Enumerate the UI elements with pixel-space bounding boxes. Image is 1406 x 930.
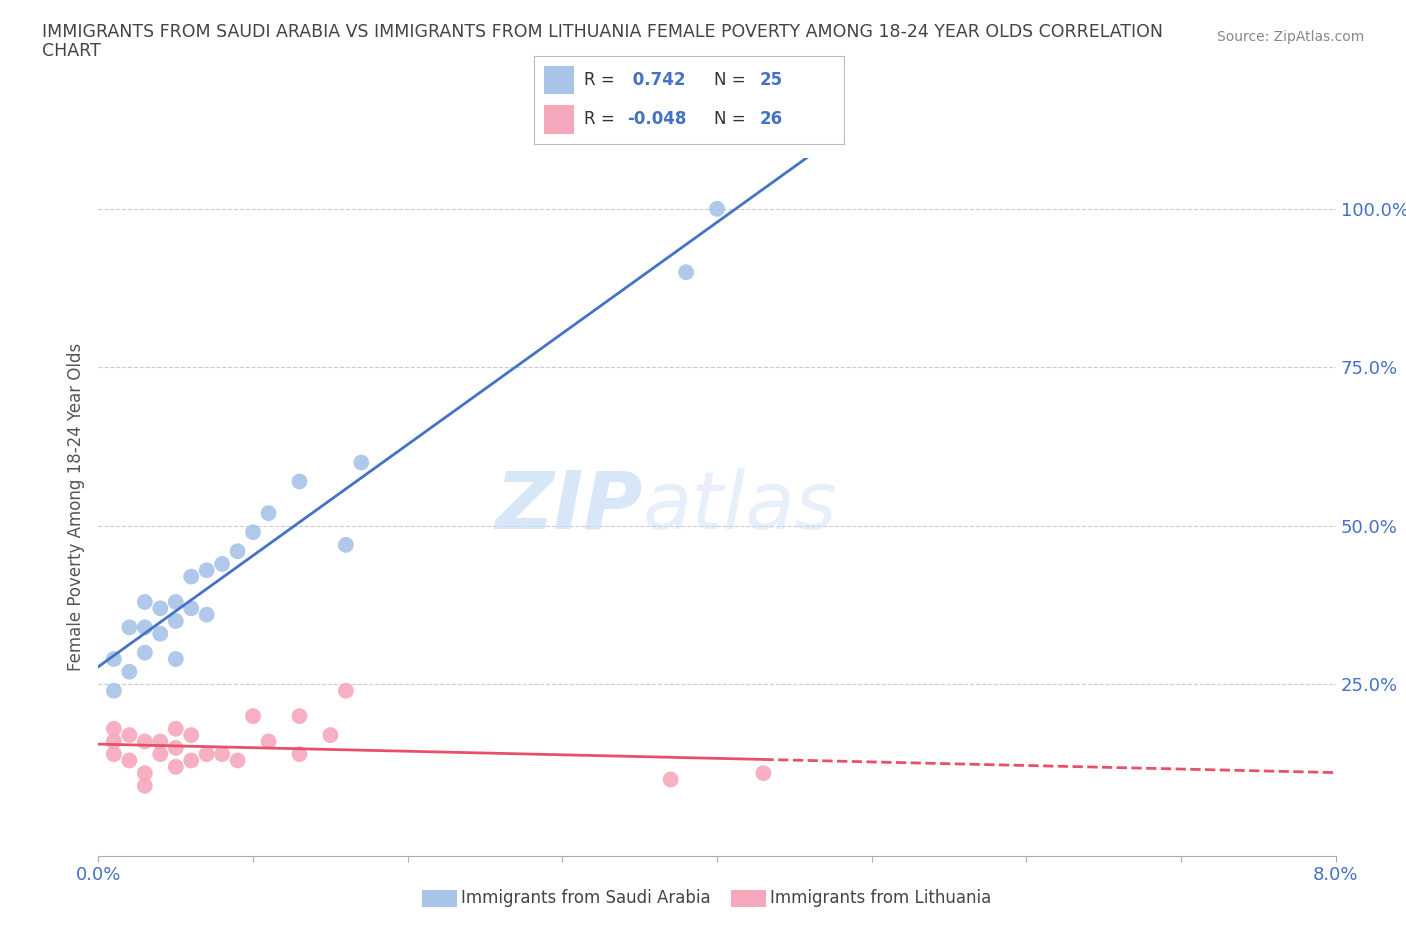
Point bbox=[118, 727, 141, 742]
Point bbox=[134, 645, 156, 660]
Point bbox=[149, 601, 172, 616]
Text: IMMIGRANTS FROM SAUDI ARABIA VS IMMIGRANTS FROM LITHUANIA FEMALE POVERTY AMONG 1: IMMIGRANTS FROM SAUDI ARABIA VS IMMIGRAN… bbox=[42, 23, 1163, 41]
Text: 0.742: 0.742 bbox=[627, 71, 686, 88]
Text: CHART: CHART bbox=[42, 42, 101, 60]
Point bbox=[118, 620, 141, 635]
Point bbox=[706, 202, 728, 217]
Point bbox=[165, 722, 187, 737]
Text: 25: 25 bbox=[761, 71, 783, 88]
Point bbox=[180, 727, 202, 742]
Point bbox=[134, 594, 156, 609]
Point bbox=[149, 734, 172, 749]
Text: ZIP: ZIP bbox=[495, 468, 643, 546]
Point bbox=[180, 753, 202, 768]
Point bbox=[118, 753, 141, 768]
Point bbox=[335, 684, 357, 698]
Point bbox=[134, 620, 156, 635]
Point bbox=[165, 614, 187, 629]
Point bbox=[257, 734, 280, 749]
Point bbox=[195, 563, 218, 578]
Point bbox=[118, 664, 141, 679]
Point bbox=[257, 506, 280, 521]
Point bbox=[335, 538, 357, 552]
Point bbox=[288, 474, 311, 489]
Point bbox=[226, 544, 249, 559]
Point bbox=[134, 734, 156, 749]
Text: R =: R = bbox=[583, 111, 620, 128]
Bar bbox=[544, 65, 575, 94]
Point bbox=[103, 722, 125, 737]
Text: Immigrants from Saudi Arabia: Immigrants from Saudi Arabia bbox=[461, 889, 711, 908]
Point bbox=[288, 747, 311, 762]
Point bbox=[180, 601, 202, 616]
Point bbox=[319, 727, 342, 742]
Point bbox=[659, 772, 682, 787]
Point bbox=[195, 747, 218, 762]
Text: R =: R = bbox=[583, 71, 620, 88]
Text: N =: N = bbox=[714, 71, 751, 88]
Point bbox=[675, 265, 697, 280]
Text: N =: N = bbox=[714, 111, 751, 128]
Point bbox=[103, 684, 125, 698]
Text: atlas: atlas bbox=[643, 468, 838, 546]
Point bbox=[149, 626, 172, 641]
Point bbox=[226, 753, 249, 768]
Text: -0.048: -0.048 bbox=[627, 111, 686, 128]
Point bbox=[242, 709, 264, 724]
Point bbox=[149, 747, 172, 762]
Bar bbox=[544, 105, 575, 134]
Point bbox=[211, 556, 233, 571]
Point bbox=[103, 734, 125, 749]
Point bbox=[134, 765, 156, 780]
Y-axis label: Female Poverty Among 18-24 Year Olds: Female Poverty Among 18-24 Year Olds bbox=[66, 343, 84, 671]
Point bbox=[165, 652, 187, 667]
Text: Immigrants from Lithuania: Immigrants from Lithuania bbox=[770, 889, 991, 908]
Point bbox=[350, 455, 373, 470]
Point bbox=[165, 760, 187, 775]
Text: 26: 26 bbox=[761, 111, 783, 128]
Point bbox=[195, 607, 218, 622]
Point bbox=[165, 594, 187, 609]
Point bbox=[752, 765, 775, 780]
Point bbox=[165, 740, 187, 755]
Point bbox=[180, 569, 202, 584]
Point bbox=[211, 747, 233, 762]
Point bbox=[288, 709, 311, 724]
Point bbox=[103, 747, 125, 762]
Point bbox=[242, 525, 264, 539]
Text: Source: ZipAtlas.com: Source: ZipAtlas.com bbox=[1216, 30, 1364, 44]
Point bbox=[103, 652, 125, 667]
Point bbox=[134, 778, 156, 793]
